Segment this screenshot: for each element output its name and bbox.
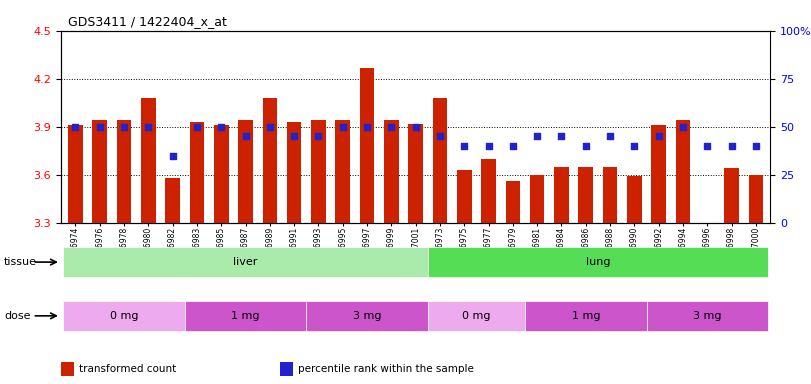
Bar [427,301,525,331]
Bar [287,122,302,223]
Bar [384,120,399,223]
Point [530,133,543,139]
Text: 1 mg: 1 mg [572,311,600,321]
Bar [724,168,739,223]
Point [628,143,641,149]
Bar [505,181,520,223]
Bar [336,120,350,223]
Point [166,152,179,159]
Text: dose: dose [4,311,31,321]
Bar [432,98,447,223]
Bar [578,167,593,223]
Bar [427,247,768,277]
Point [337,124,350,130]
Point [433,133,446,139]
Point [749,143,762,149]
Bar [409,124,423,223]
Point [506,143,519,149]
Bar [307,301,427,331]
Text: transformed count: transformed count [79,364,176,374]
Point [69,124,82,130]
Point [142,124,155,130]
Point [555,133,568,139]
Text: GDS3411 / 1422404_x_at: GDS3411 / 1422404_x_at [68,15,227,28]
Bar [185,301,307,331]
Bar [63,247,427,277]
Point [215,124,228,130]
Text: 3 mg: 3 mg [693,311,722,321]
Bar [749,175,763,223]
Text: 0 mg: 0 mg [462,311,491,321]
Point [312,133,325,139]
Point [409,124,422,130]
Text: liver: liver [234,257,258,267]
Bar [117,120,131,223]
Text: 1 mg: 1 mg [231,311,260,321]
Bar [646,301,768,331]
Point [725,143,738,149]
Point [603,133,616,139]
Point [239,133,252,139]
Point [457,143,470,149]
Bar [676,120,690,223]
Bar [63,301,185,331]
Bar [627,176,642,223]
Bar [263,98,277,223]
Text: 0 mg: 0 mg [109,311,138,321]
Text: 3 mg: 3 mg [353,311,381,321]
Bar [311,120,326,223]
Point [701,143,714,149]
Text: lung: lung [586,257,610,267]
Point [118,124,131,130]
Bar [481,159,496,223]
Bar [700,223,714,227]
Bar [68,125,83,223]
Bar [457,170,471,223]
Bar [92,120,107,223]
Bar [603,167,617,223]
Point [385,124,398,130]
Point [93,124,106,130]
Point [264,124,277,130]
Bar [214,125,229,223]
Text: percentile rank within the sample: percentile rank within the sample [298,364,474,374]
Text: tissue: tissue [4,257,37,267]
Point [288,133,301,139]
Bar [165,178,180,223]
Bar [554,167,569,223]
Point [361,124,374,130]
Bar [360,68,375,223]
Bar [238,120,253,223]
Point [579,143,592,149]
Bar [530,175,544,223]
Point [676,124,689,130]
Bar [190,122,204,223]
Point [482,143,495,149]
Bar [141,98,156,223]
Point [652,133,665,139]
Bar [651,125,666,223]
Bar [525,301,646,331]
Point [191,124,204,130]
